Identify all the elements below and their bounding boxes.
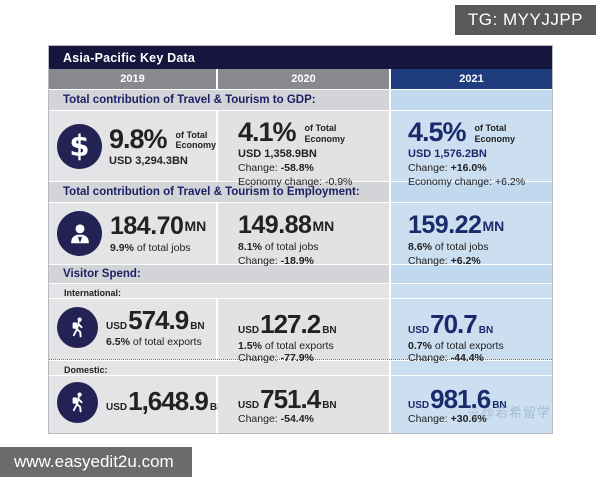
visitor-spend-section-title: Visitor Spend: (49, 265, 391, 283)
employment-2021-share: 8.6% of total jobs (408, 241, 489, 253)
employment-section-header: Total contribution of Travel & Tourism t… (49, 181, 552, 202)
employment-cell-2019: 184.70 MN 9.9% of total jobs (49, 203, 218, 264)
domestic-2021-amount: USD 981.6 BN (408, 384, 507, 414)
employment-section-header-highlight (391, 182, 552, 202)
employment-cell-2021: 159.22 MN 8.6% of total jobs Change: +6.… (391, 203, 552, 267)
year-header-2021: 2021 (391, 69, 552, 89)
gdp-section-title: Total contribution of Travel & Tourism t… (49, 90, 391, 110)
gdp-2021-change: Change: +16.0% (408, 162, 487, 174)
international-2020-change: Change: -77.9% (238, 352, 314, 364)
gdp-2021-percent: 4.5% (408, 117, 467, 147)
domestic-label: Domestic: (49, 361, 391, 375)
telegram-badge: TG: MYYJJPP (454, 5, 596, 35)
international-2020-amount: USD 127.2 BN (238, 309, 337, 339)
employment-2020-share: 8.1% of total jobs (238, 241, 319, 253)
employment-2019-value: 184.70 (110, 211, 184, 240)
domestic-2021-change: Change: +30.6% (408, 413, 487, 425)
year-header-row: 2019 2020 2021 (49, 69, 552, 89)
visitor-spend-section-header: Visitor Spend: (49, 264, 552, 283)
year-header-2020: 2020 (218, 69, 391, 89)
gdp-cell-2021: 4.5% of Total Economy USD 1,576.2BN Chan… (391, 111, 552, 188)
employment-2019-share: 9.9% of total jobs (110, 241, 191, 254)
employment-2020-value: 149.88 (238, 211, 312, 239)
gdp-2020-percent-label: of Total Economy (304, 123, 346, 144)
visitor-spend-section-header-highlight (391, 265, 552, 283)
employment-2019-unit: MN (184, 218, 207, 234)
domestic-cell-2020: USD 751.4 BN Change: -54.4% (218, 376, 391, 433)
international-cell-2019: USD 574.9 BN 6.5% of total exports (49, 299, 218, 359)
employment-2020-unit: MN (312, 217, 335, 234)
gdp-data-row: $ 9.8% of Total Economy USD 3,294.3BN 4.… (49, 110, 552, 188)
domestic-label-row: Domestic: (49, 360, 552, 375)
international-2021-amount: USD 70.7 BN (408, 309, 494, 339)
employment-2021-value: 159.22 (408, 211, 482, 239)
international-label: International: (49, 284, 391, 298)
person-icon (57, 211, 102, 256)
gdp-section-header: Total contribution of Travel & Tourism t… (49, 89, 552, 110)
domestic-2020-amount: USD 751.4 BN (238, 384, 337, 414)
international-2021-share: 0.7% of total exports (408, 340, 504, 352)
international-2020-share: 1.5% of total exports (238, 340, 334, 352)
domestic-cell-2021: USD 981.6 BN Change: +30.6% ※@若希留学 (391, 376, 552, 433)
international-2021-change: Change: -44.4% (408, 352, 484, 364)
international-label-row: International: (49, 283, 552, 298)
key-data-table: Asia-Pacific Key Data 2019 2020 2021 Tot… (48, 45, 553, 434)
gdp-2020-economy-change: Economy change: -0.9% (238, 176, 353, 188)
domestic-2020-change: Change: -54.4% (238, 413, 314, 425)
international-2019-amount: USD 574.9 BN (106, 305, 205, 335)
employment-2021-change: Change: +6.2% (408, 255, 481, 267)
employment-2021-unit: MN (482, 217, 505, 234)
employment-2020-change: Change: -18.9% (238, 255, 314, 267)
gdp-2021-economy-change: Economy change: +6.2% (408, 176, 526, 188)
gdp-2019-usd: USD 3,294.3BN (109, 154, 188, 167)
gdp-section-header-highlight (391, 90, 552, 110)
gdp-2021-usd: USD 1,576.2BN (408, 148, 487, 160)
traveler-icon (57, 307, 98, 348)
international-cell-2020: USD 127.2 BN 1.5% of total exports Change:… (218, 299, 391, 364)
gdp-cell-2019: $ 9.8% of Total Economy USD 3,294.3BN (49, 111, 218, 181)
traveler-icon (57, 382, 98, 423)
year-header-2019: 2019 (49, 69, 218, 89)
dollar-icon: $ (57, 123, 102, 169)
gdp-2021-percent-label: of Total Economy (474, 123, 516, 144)
gdp-2019-percent-label: of Total Economy (175, 129, 217, 150)
watermark-text: ※@若希留学 (466, 405, 551, 420)
international-2019-share: 6.5% of total exports (106, 336, 202, 348)
international-data-row: USD 574.9 BN 6.5% of total exports USD 127.… (49, 298, 552, 364)
gdp-2020-change: Change: -58.8% (238, 162, 314, 174)
gdp-2019-percent: 9.8% (109, 123, 168, 154)
gdp-2020-percent: 4.1% (238, 117, 297, 147)
employment-section-title: Total contribution of Travel & Tourism t… (49, 182, 391, 202)
table-title-bar: Asia-Pacific Key Data (49, 46, 552, 69)
gdp-2020-usd: USD 1,358.9BN (238, 148, 317, 160)
employment-data-row: 184.70 MN 9.9% of total jobs 149.88 MN 8… (49, 202, 552, 267)
international-cell-2021: USD 70.7 BN 0.7% of total exports Change: … (391, 299, 552, 364)
gdp-cell-2020: 4.1% of Total Economy USD 1,358.9BN Chan… (218, 111, 391, 188)
employment-cell-2020: 149.88 MN 8.1% of total jobs Change: -18… (218, 203, 391, 267)
website-badge: www.easyedit2u.com (0, 447, 192, 477)
table-title: Asia-Pacific Key Data (63, 50, 196, 65)
